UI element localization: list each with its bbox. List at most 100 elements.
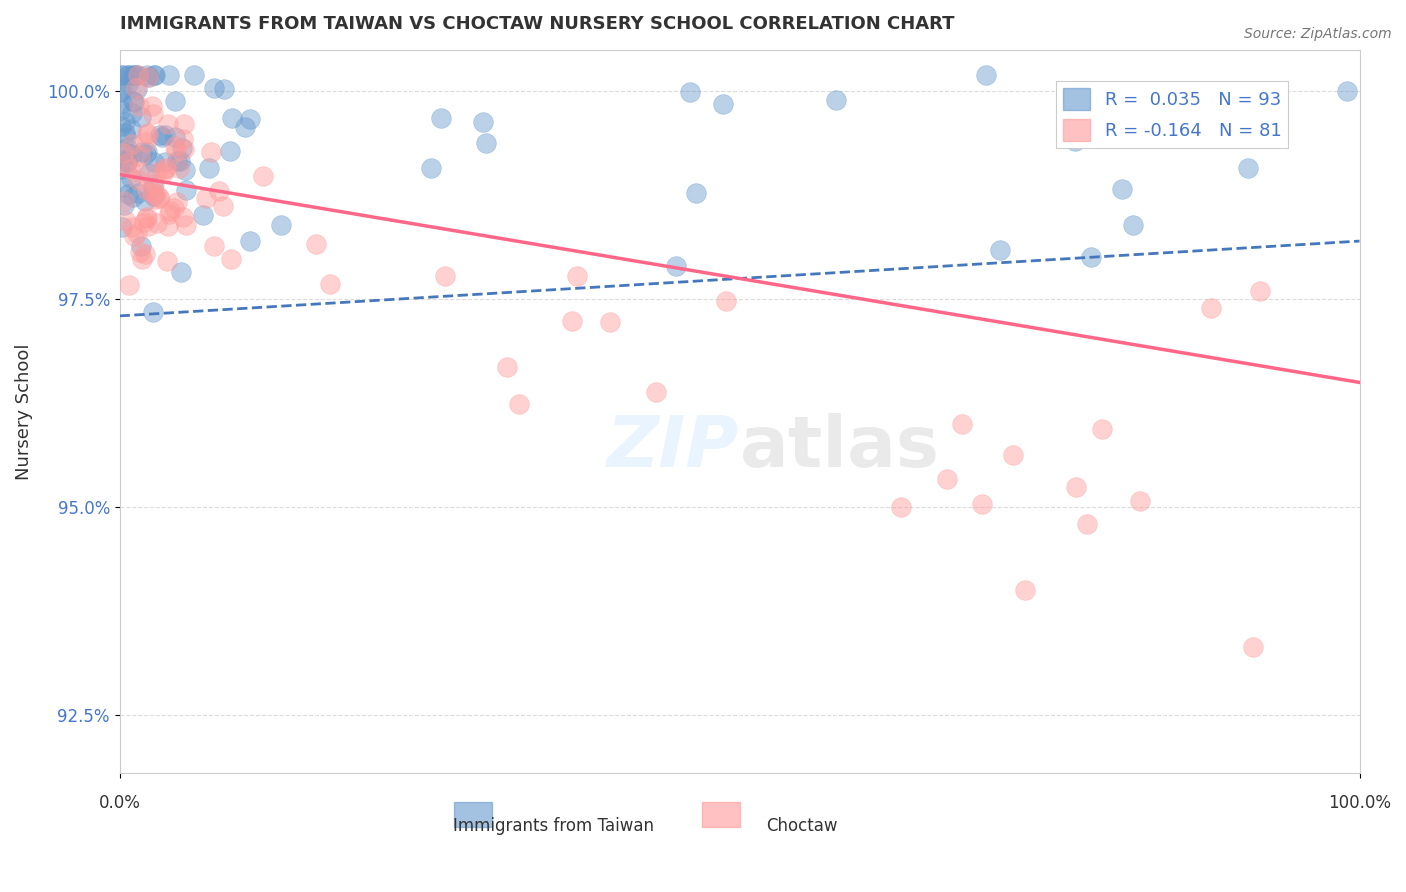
Point [972, 497, 994, 511]
Point [135, 147, 157, 161]
Text: ZIP: ZIP [607, 413, 740, 483]
Point [121, 106, 143, 120]
Point [111, 83, 134, 97]
Point [157, 207, 180, 221]
Point [155, 154, 177, 169]
Point [110, 161, 132, 176]
Text: atlas: atlas [740, 413, 939, 483]
Point [599, 315, 621, 329]
Point [685, 186, 707, 201]
Point [138, 166, 160, 180]
Point [163, 94, 186, 108]
Point [174, 183, 197, 197]
Text: Choctaw: Choctaw [766, 816, 838, 835]
Point [1129, 493, 1152, 508]
Point [433, 268, 456, 283]
Point [131, 252, 153, 267]
Point [974, 68, 997, 82]
Point [134, 215, 156, 229]
Point [159, 203, 181, 218]
Point [169, 154, 191, 169]
Point [131, 145, 153, 159]
Point [143, 186, 166, 200]
Point [950, 417, 973, 431]
Point [665, 259, 688, 273]
Point [142, 189, 165, 203]
Point [125, 68, 148, 82]
Point [1236, 161, 1258, 175]
Point [890, 500, 912, 515]
Point [125, 81, 148, 95]
Point [419, 161, 441, 175]
Point [173, 117, 195, 131]
Point [110, 120, 132, 134]
Point [156, 253, 179, 268]
Point [127, 173, 149, 187]
Point [115, 145, 138, 160]
Point [166, 194, 188, 209]
Point [252, 169, 274, 183]
FancyBboxPatch shape [454, 802, 492, 828]
Point [108, 85, 131, 99]
Point [155, 161, 177, 176]
Point [136, 68, 159, 82]
Point [471, 115, 494, 129]
Point [117, 187, 139, 202]
Point [204, 81, 226, 95]
Point [270, 218, 292, 232]
Point [138, 70, 160, 84]
Point [1212, 109, 1234, 123]
Point [212, 82, 235, 96]
Point [114, 155, 136, 169]
Point [129, 110, 152, 124]
Point [122, 189, 145, 203]
Point [142, 68, 165, 82]
Point [221, 111, 243, 125]
Point [129, 149, 152, 163]
Point [567, 269, 589, 284]
Point [1076, 516, 1098, 531]
Point [134, 194, 156, 208]
Point [121, 220, 143, 235]
Point [1001, 449, 1024, 463]
Point [165, 130, 187, 145]
Point [475, 136, 498, 150]
Point [304, 236, 326, 251]
Point [163, 202, 186, 216]
Point [141, 185, 163, 199]
Point [114, 197, 136, 211]
Point [157, 68, 180, 82]
Point [208, 184, 231, 198]
Point [136, 210, 159, 224]
Point [1064, 134, 1087, 148]
Point [115, 154, 138, 169]
Point [152, 166, 174, 180]
Point [711, 97, 734, 112]
Point [111, 220, 134, 235]
Point [1122, 218, 1144, 232]
Point [219, 252, 242, 266]
Point [200, 145, 222, 159]
Point [174, 163, 197, 178]
Point [825, 93, 848, 107]
Point [146, 165, 169, 179]
Point [198, 161, 221, 175]
Point [112, 179, 135, 194]
Point [148, 191, 170, 205]
Point [135, 211, 157, 225]
Point [165, 139, 187, 153]
Point [112, 194, 135, 208]
Point [202, 239, 225, 253]
Point [134, 247, 156, 261]
Point [1336, 84, 1358, 98]
Point [122, 228, 145, 243]
Point [111, 145, 134, 160]
Point [172, 132, 194, 146]
Point [319, 277, 342, 292]
Point [115, 140, 138, 154]
Point [173, 142, 195, 156]
Point [430, 111, 453, 125]
Point [212, 199, 235, 213]
Point [115, 214, 138, 228]
Text: Immigrants from Taiwan: Immigrants from Taiwan [453, 816, 654, 835]
